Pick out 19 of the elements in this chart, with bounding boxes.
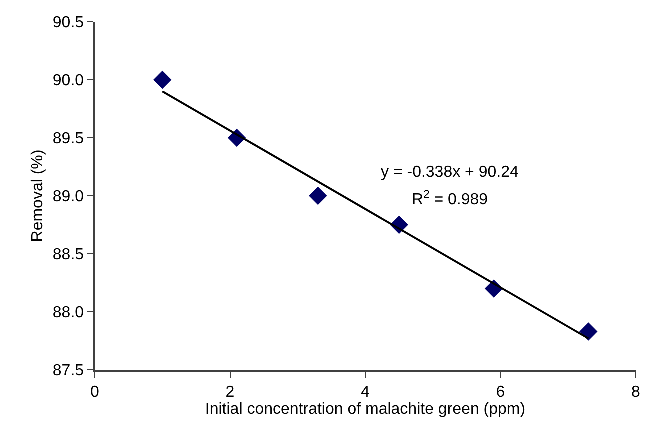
y-tick-label: 87.5 (52, 362, 84, 380)
x-tick-label: 2 (226, 384, 235, 401)
y-tick-label: 89.5 (52, 130, 84, 148)
y-tick-label: 88.5 (52, 246, 84, 264)
y-tick-label: 88.0 (52, 304, 84, 322)
y-tick-label: 90.5 (52, 14, 84, 32)
point (309, 186, 328, 206)
x-tick-label: 0 (90, 384, 100, 401)
x-tick-label: 6 (496, 384, 506, 401)
x-tick-label: 8 (632, 384, 641, 401)
y-tick-label: 90.0 (52, 72, 84, 90)
annotation: y = -0.338x + 90.24 (381, 164, 519, 181)
point (580, 322, 598, 341)
x-tick-label: 4 (361, 384, 370, 401)
annotation: R$^{2}$ = 0.989 (412, 189, 488, 209)
y-axis-title: Removal (%) (29, 150, 46, 242)
x-axis-title: Initial concentration of malachite green (ppm) (205, 400, 526, 418)
y-tick-label: 89.0 (52, 188, 84, 206)
point (154, 70, 172, 90)
